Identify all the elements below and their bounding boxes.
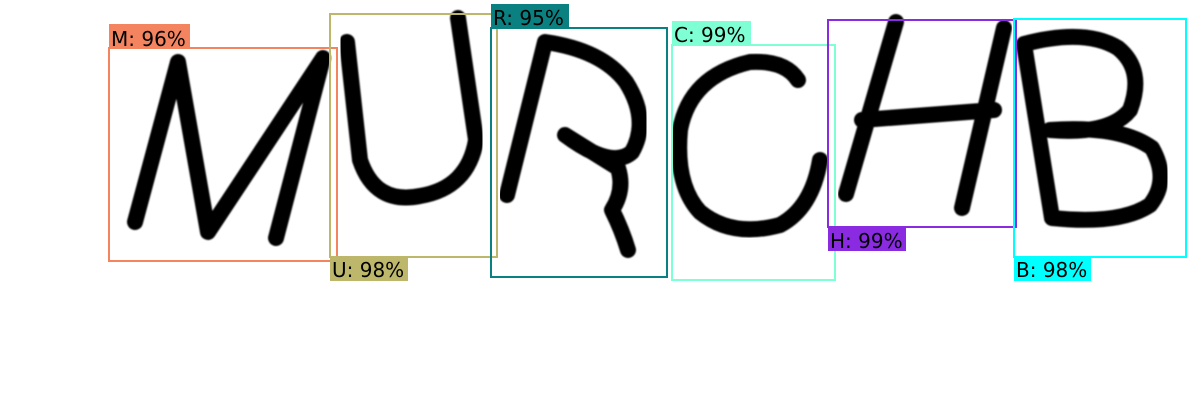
- detection-label-c: C: 99%: [672, 21, 751, 47]
- glyph-b: [1016, 28, 1169, 228]
- detection-boxes: [108, 13, 1187, 281]
- detection-label-h: H: 99%: [828, 227, 906, 253]
- detection-label-text-r: R: 95%: [493, 6, 564, 30]
- detection-labels: M: 96% U: 98% R: 95% C: 99% H: 99% B: 98…: [109, 4, 1091, 282]
- detection-box-c: [671, 44, 836, 281]
- detection-box-h: [827, 19, 1017, 228]
- detection-label-text-b: B: 98%: [1016, 258, 1087, 282]
- detection-label-text-m: M: 96%: [111, 27, 186, 51]
- glyph-u: [339, 10, 484, 206]
- glyph-m: [127, 50, 331, 246]
- glyph-c: [671, 53, 828, 238]
- detection-label-u: U: 98%: [330, 257, 408, 282]
- detection-box-u: [329, 13, 498, 258]
- detection-label-b: B: 98%: [1014, 257, 1091, 282]
- glyph-r: [499, 34, 648, 258]
- detection-box-b: [1013, 18, 1187, 258]
- detection-label-text-c: C: 99%: [674, 23, 746, 47]
- detection-label-text-u: U: 98%: [332, 258, 404, 282]
- detection-box-m: [108, 47, 338, 262]
- glyph-h: [838, 14, 1012, 216]
- detection-box-r: [490, 27, 668, 278]
- detection-label-r: R: 95%: [491, 4, 569, 30]
- detection-label-text-h: H: 99%: [830, 229, 903, 253]
- detection-label-m: M: 96%: [109, 24, 190, 51]
- captcha-glyphs: [127, 10, 1169, 258]
